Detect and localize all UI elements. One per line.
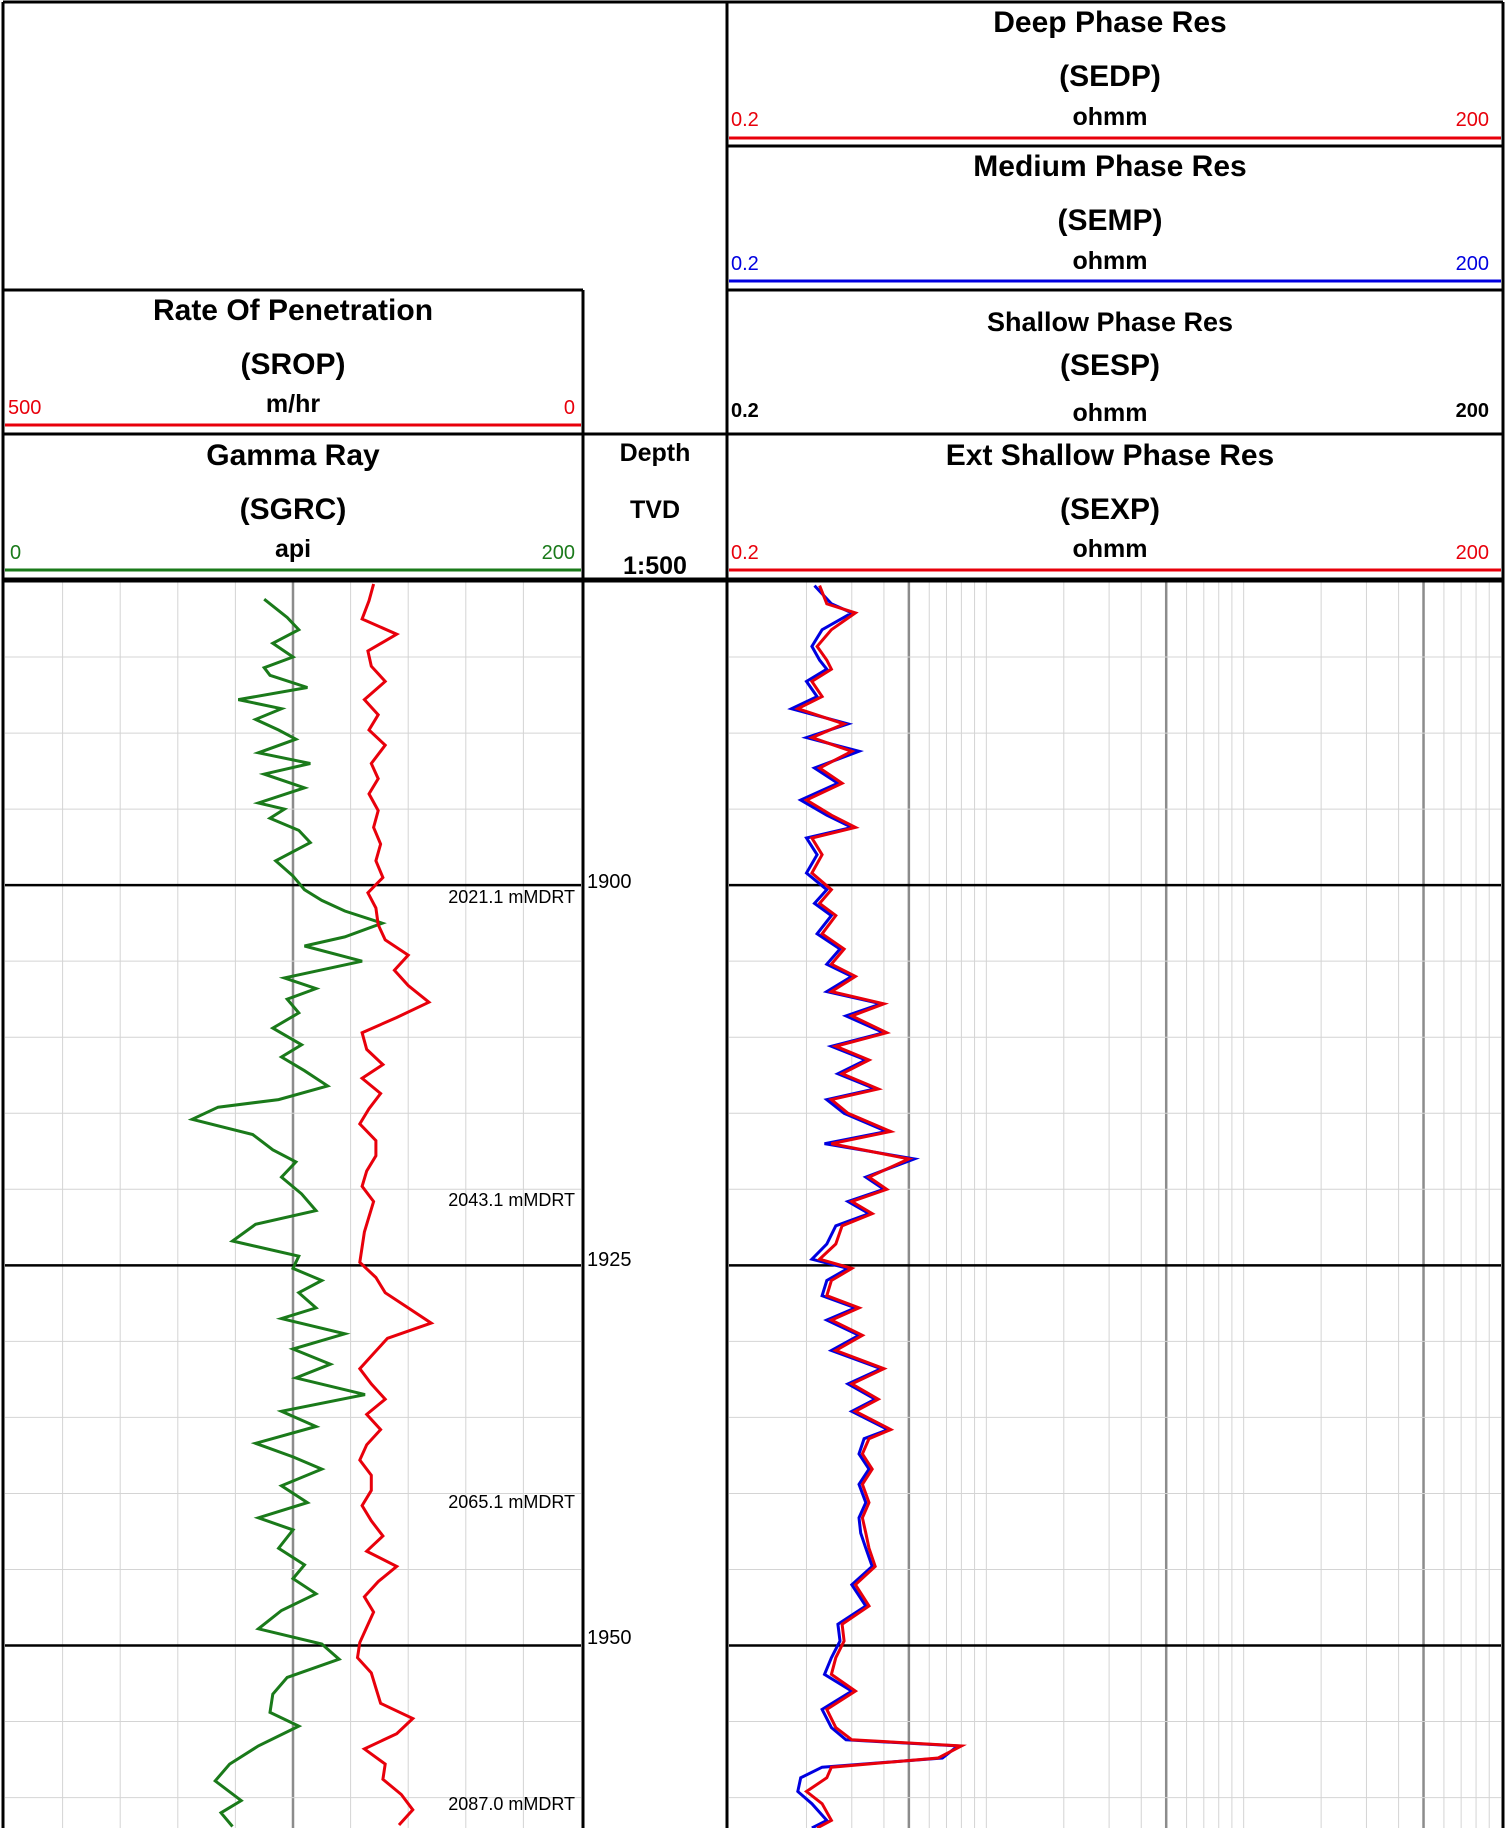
header-rop: Rate Of Penetration (SROP) m/hr 500 0 — [5, 294, 581, 427]
rop-max: 0 — [564, 397, 575, 419]
rop-min: 500 — [8, 397, 41, 419]
md-label-2065: 2065.1 mMDRT — [448, 1492, 575, 1512]
header-depth: Depth TVD 1:500 — [620, 439, 691, 580]
depth-label-1925: 1925 — [587, 1249, 632, 1271]
depth-label-1900: 1900 — [587, 871, 632, 893]
shallow-res-max: 200 — [1456, 400, 1489, 422]
medium-res-mnemonic: (SEMP) — [1058, 204, 1163, 237]
depth-labels: 1900 1925 1950 — [587, 871, 632, 1649]
deep-res-unit: ohmm — [1073, 103, 1148, 131]
gamma-mnemonic: (SGRC) — [240, 493, 347, 526]
ext-shallow-phase-res-sexp-curve — [793, 585, 967, 1828]
header-deep-res: Deep Phase Res (SEDP) ohmm 0.2 200 — [729, 6, 1501, 140]
gamma-ray-sgrc-curve — [187, 598, 387, 1828]
medium-res-title: Medium Phase Res — [973, 150, 1246, 183]
rop-unit: m/hr — [266, 390, 320, 418]
deep-res-mnemonic: (SEDP) — [1059, 60, 1161, 93]
medium-res-max: 200 — [1456, 253, 1489, 275]
depth-major-lines — [3, 579, 1503, 1799]
ext-shallow-res-max: 200 — [1456, 542, 1489, 564]
ext-shallow-res-unit: ohmm — [1073, 535, 1148, 563]
depth-line2: TVD — [630, 496, 680, 524]
rop-title: Rate Of Penetration — [153, 294, 433, 327]
rate-of-penetration-srop-curve — [355, 583, 435, 1827]
medium-res-unit: ohmm — [1073, 247, 1148, 275]
shallow-res-title: Shallow Phase Res — [987, 307, 1233, 337]
gamma-title: Gamma Ray — [206, 439, 380, 472]
md-label-2087: 2087.0 mMDRT — [448, 1794, 575, 1814]
md-labels: 2021.1 mMDRT 2043.1 mMDRT 2065.1 mMDRT 2… — [448, 887, 575, 1814]
md-label-2043: 2043.1 mMDRT — [448, 1190, 575, 1210]
track1-grid — [62, 581, 524, 1828]
shallow-res-min: 0.2 — [731, 400, 759, 422]
medium-res-min: 0.2 — [731, 253, 759, 275]
header-medium-res: Medium Phase Res (SEMP) ohmm 0.2 200 — [729, 150, 1501, 283]
header-shallow-res: Shallow Phase Res (SESP) ohmm 0.2 200 — [731, 307, 1489, 427]
shallow-res-unit: ohmm — [1073, 399, 1148, 427]
medium-phase-res-semp-curve — [787, 584, 962, 1828]
gamma-min: 0 — [10, 542, 21, 564]
log-curves — [187, 583, 967, 1828]
shallow-res-mnemonic: (SESP) — [1060, 349, 1160, 382]
deep-res-max: 200 — [1456, 109, 1489, 131]
ext-shallow-res-min: 0.2 — [731, 542, 759, 564]
depth-label-1950: 1950 — [587, 1627, 632, 1649]
gamma-max: 200 — [542, 542, 575, 564]
md-label-2021: 2021.1 mMDRT — [448, 887, 575, 907]
header-ext-shallow-res: Ext Shallow Phase Res (SEXP) ohmm 0.2 20… — [729, 439, 1501, 572]
gamma-unit: api — [275, 535, 311, 563]
rop-mnemonic: (SROP) — [241, 348, 346, 381]
deep-res-title: Deep Phase Res — [993, 6, 1226, 39]
deep-res-min: 0.2 — [731, 109, 759, 131]
ext-shallow-res-title: Ext Shallow Phase Res — [946, 439, 1274, 472]
depth-line1: Depth — [620, 439, 691, 467]
header-gamma: Gamma Ray (SGRC) api 0 200 — [5, 439, 581, 572]
depth-scale: 1:500 — [623, 552, 687, 580]
ext-shallow-res-mnemonic: (SEXP) — [1060, 493, 1160, 526]
track3-grid — [805, 581, 1490, 1828]
